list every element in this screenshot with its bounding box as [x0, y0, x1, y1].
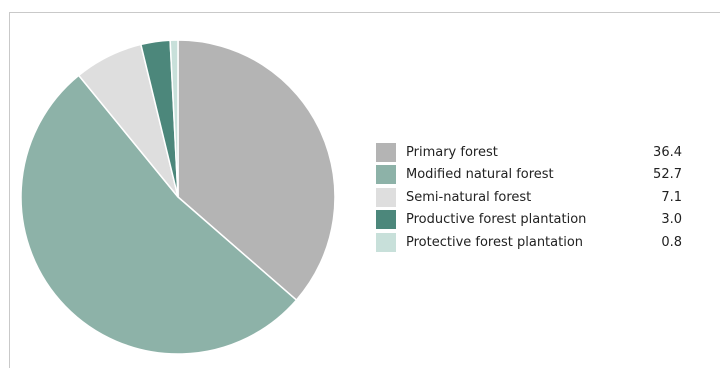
- legend-swatch: [376, 187, 396, 207]
- legend-swatch: [376, 165, 396, 185]
- legend-swatch: [376, 210, 396, 230]
- legend-label: Primary forest: [406, 144, 498, 160]
- legend-value: 7.1: [661, 189, 682, 205]
- chart-frame: [9, 12, 720, 368]
- legend-item-modified-natural-forest: Modified natural forest 52.7: [376, 164, 696, 187]
- legend-value: 52.7: [653, 167, 682, 183]
- pie-slice-primary-forest: [177, 39, 336, 302]
- pie-slice-modified-natural-forest: [20, 74, 298, 355]
- legend-swatch: [376, 232, 396, 252]
- legend-label: Productive forest plantation: [406, 212, 587, 228]
- legend-item-productive-forest-plantation: Productive forest plantation 3.0: [376, 209, 696, 232]
- legend-label: Semi-natural forest: [406, 189, 532, 205]
- pie-slice-protective-forest-plantation: [169, 39, 179, 198]
- legend-item-semi-natural-forest: Semi-natural forest 7.1: [376, 186, 696, 209]
- legend-item-primary-forest: Primary forest 36.4: [376, 141, 696, 164]
- legend-swatch: [376, 142, 396, 162]
- legend-label: Modified natural forest: [406, 167, 554, 183]
- legend-value: 36.4: [653, 144, 682, 160]
- legend-value: 3.0: [661, 212, 682, 228]
- legend-label: Protective forest plantation: [406, 234, 584, 250]
- legend-item-protective-forest-plantation: Protective forest plantation 0.8: [376, 231, 696, 254]
- legend-value: 0.8: [661, 234, 682, 250]
- legend: Primary forest 36.4 Modified natural for…: [376, 141, 696, 254]
